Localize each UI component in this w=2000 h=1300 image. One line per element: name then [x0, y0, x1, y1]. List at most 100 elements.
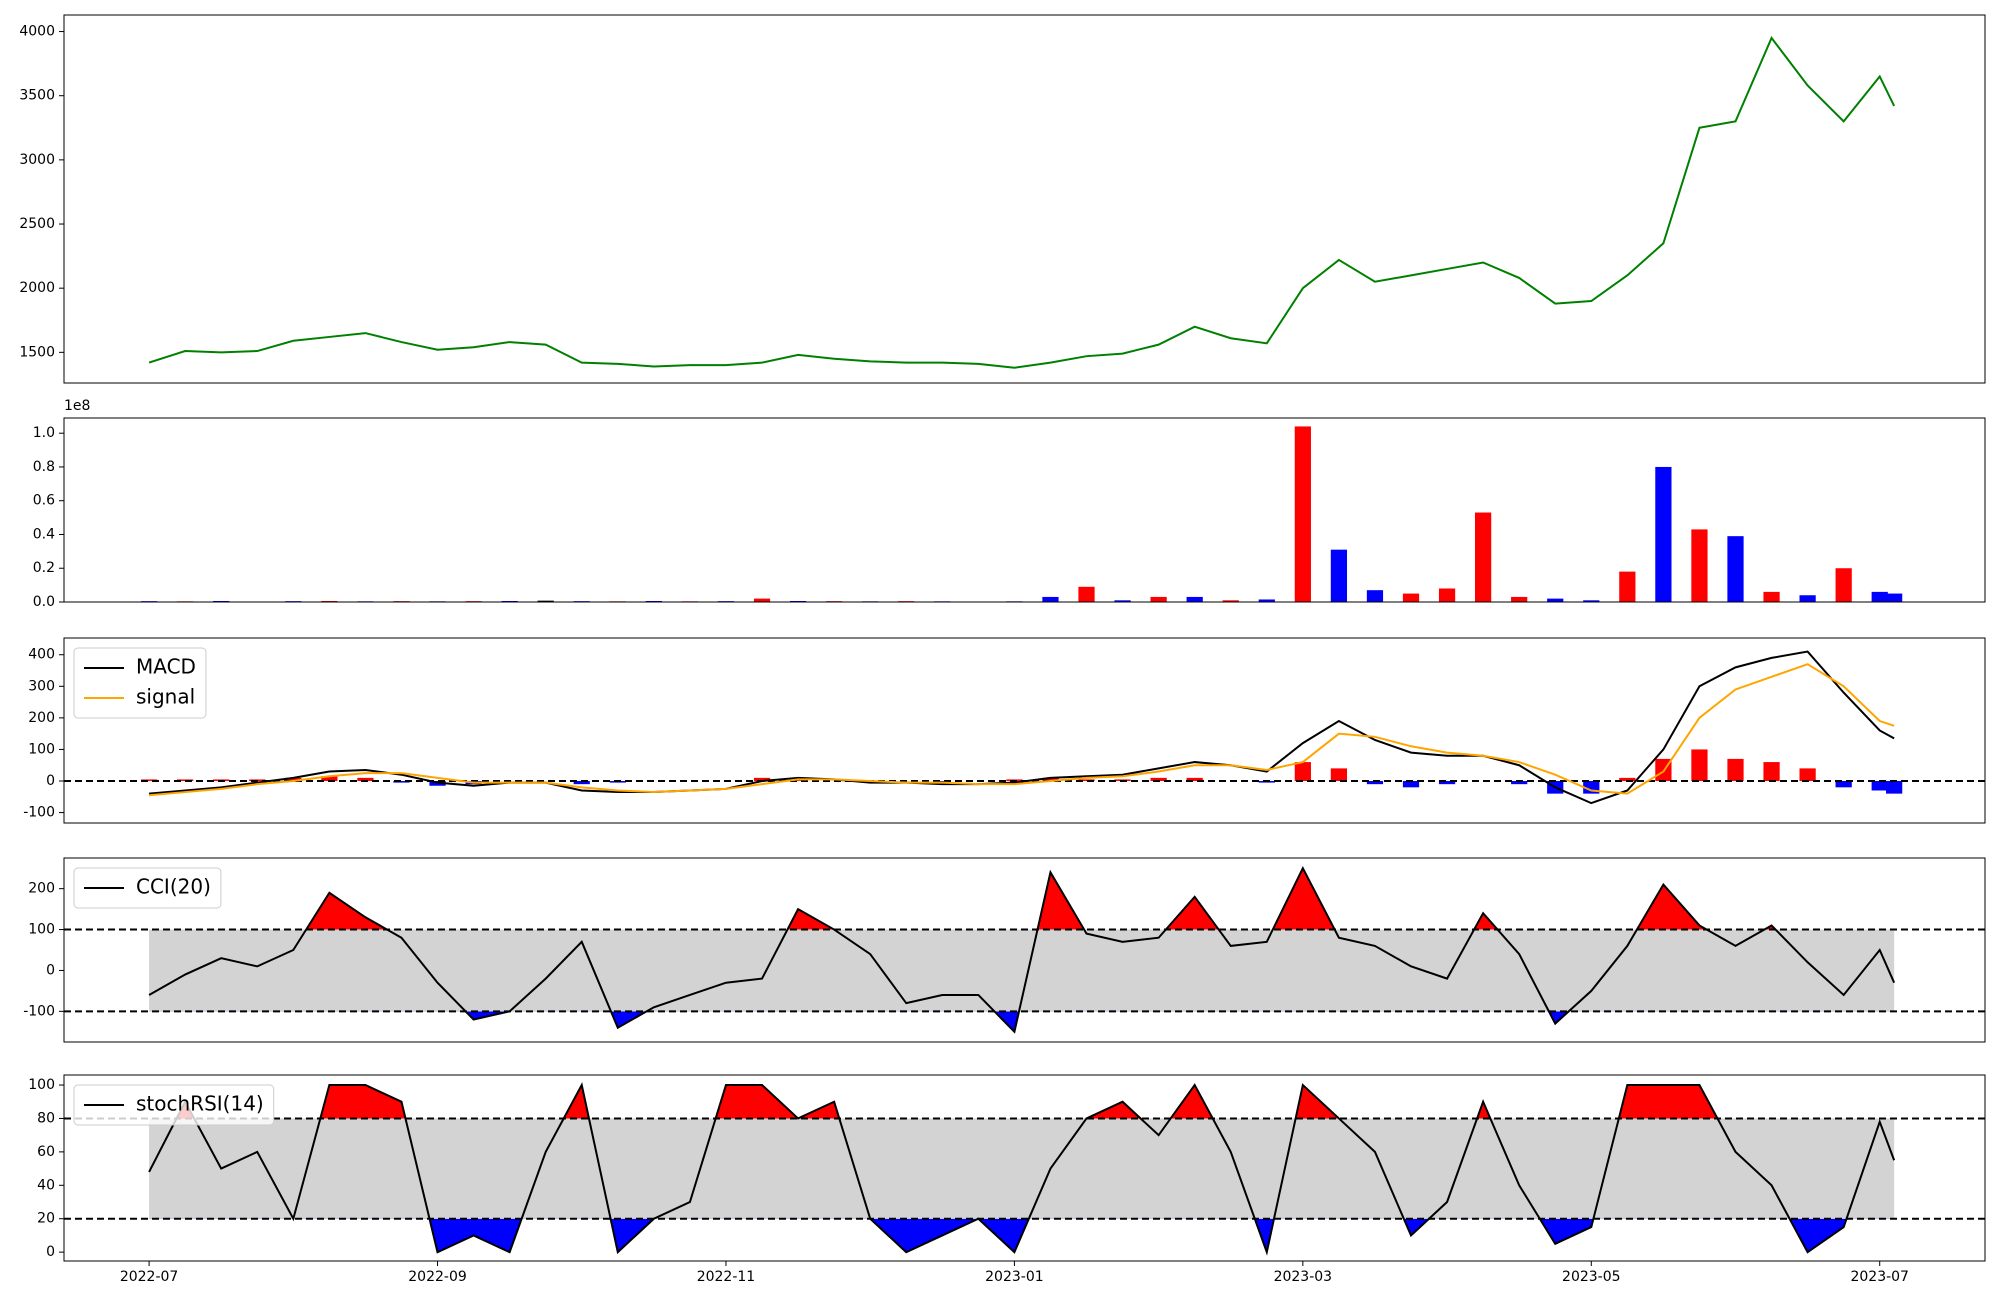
- bar: [1763, 591, 1780, 602]
- bar: [1150, 596, 1167, 602]
- bar: [1186, 596, 1203, 602]
- plot-area: [64, 1082, 1985, 1256]
- bar: [1511, 781, 1528, 785]
- bar: [1366, 781, 1384, 785]
- bar: [1835, 781, 1852, 788]
- bar: [1835, 568, 1852, 602]
- bar: [1114, 600, 1131, 602]
- bar: [1150, 777, 1167, 782]
- y-tick-label: 3500: [19, 88, 55, 104]
- bar: [1547, 598, 1564, 602]
- bar: [357, 777, 374, 782]
- y-tick-label: 1.0: [33, 425, 55, 441]
- y-tick-label: 400: [28, 647, 55, 663]
- bar: [1727, 758, 1744, 782]
- y-tick-label: 0: [46, 773, 55, 789]
- bar: [393, 781, 410, 783]
- neutral-band: [149, 1118, 1895, 1219]
- bar: [1691, 749, 1708, 782]
- y-tick-label: 2000: [19, 280, 55, 296]
- bar: [1042, 777, 1059, 782]
- overbought-fill: [149, 868, 1895, 930]
- x-tick-label: 2022-09: [408, 1269, 467, 1285]
- bar: [1886, 593, 1903, 602]
- bar: [1366, 590, 1384, 602]
- bar: [1438, 588, 1456, 602]
- bar: [1402, 593, 1420, 602]
- bar: [213, 600, 230, 602]
- x-tick-label: 2022-07: [120, 1269, 179, 1285]
- bar: [1691, 529, 1708, 602]
- bar: [1330, 768, 1348, 782]
- y-tick-label: 0.8: [33, 459, 55, 475]
- legend-label: stochRSI(14): [136, 1092, 264, 1116]
- bar: [285, 777, 302, 782]
- y-tick-label: 80: [37, 1110, 55, 1126]
- bar: [573, 781, 590, 785]
- y-tick-label: 0.6: [33, 493, 55, 509]
- bar: [1583, 600, 1600, 602]
- legend-label: CCI(20): [136, 875, 211, 899]
- legend-box: [73, 647, 207, 719]
- legend-box: [73, 1084, 275, 1126]
- legend-label: MACD: [136, 655, 196, 679]
- bar: [645, 600, 662, 602]
- y-tick-label: 200: [28, 710, 55, 726]
- bar: [1222, 600, 1239, 602]
- bar: [1078, 586, 1095, 602]
- series-line: [148, 36, 1896, 369]
- bar: [1619, 777, 1636, 782]
- bar: [1438, 781, 1456, 785]
- plot-area: [140, 426, 1903, 602]
- bar: [537, 600, 554, 602]
- bar: [1799, 768, 1816, 782]
- legend-label: signal: [136, 685, 195, 709]
- bar: [1294, 426, 1311, 602]
- y-tick-label: 100: [28, 741, 55, 757]
- y-tick-label: 0.2: [33, 560, 55, 576]
- bar: [1330, 549, 1348, 602]
- plot-area: [148, 36, 1896, 369]
- y-tick-label: 60: [37, 1144, 55, 1160]
- x-tick-label: 2023-05: [1562, 1269, 1621, 1285]
- bar: [1727, 536, 1744, 602]
- x-tick-label: 2023-01: [985, 1269, 1044, 1285]
- bar: [1511, 596, 1528, 602]
- bar: [321, 776, 338, 782]
- y-tick-label: 200: [28, 881, 55, 897]
- overbought-fill: [176, 1085, 1718, 1119]
- bar: [1402, 781, 1420, 788]
- y-tick-label: 20: [37, 1211, 55, 1227]
- bar: [753, 777, 771, 782]
- y-tick-label: 1500: [19, 344, 55, 360]
- bar: [1763, 762, 1780, 782]
- series-line: [148, 866, 1896, 1034]
- bar: [1042, 596, 1059, 602]
- axes-frame: [63, 1074, 1986, 1262]
- bar: [321, 600, 338, 602]
- y-tick-label: 0.4: [33, 526, 55, 542]
- bar: [501, 600, 518, 602]
- axes-frame: [63, 637, 1986, 824]
- plot-area: [64, 866, 1985, 1034]
- bar: [1078, 779, 1095, 782]
- y-tick-label: 0.0: [33, 594, 55, 610]
- axes-frame: [63, 14, 1986, 384]
- bar: [1475, 512, 1492, 602]
- x-tick-label: 2023-03: [1274, 1269, 1333, 1285]
- series-line: [149, 663, 1895, 797]
- bar: [1799, 595, 1816, 602]
- bar: [1871, 781, 1888, 791]
- y-tick-label: 100: [28, 1077, 55, 1093]
- bar: [789, 600, 807, 602]
- offset-label: 1e8: [64, 398, 90, 414]
- legend: CCI(20): [73, 867, 222, 909]
- bar: [1619, 571, 1636, 602]
- bar: [1886, 781, 1903, 794]
- y-tick-label: 40: [37, 1177, 55, 1193]
- plot-area: [64, 650, 1985, 805]
- x-tick-label: 2022-11: [697, 1269, 756, 1285]
- y-tick-label: 100: [28, 922, 55, 938]
